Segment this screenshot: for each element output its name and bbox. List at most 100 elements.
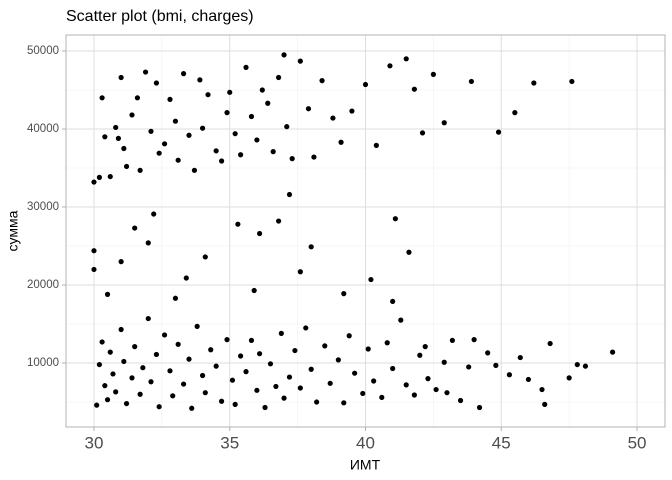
point [531, 80, 537, 86]
point [493, 362, 499, 368]
point [202, 390, 208, 396]
x-tick-label: 30 [85, 433, 104, 452]
point [425, 376, 431, 382]
point [224, 337, 230, 343]
point [341, 291, 347, 297]
point [148, 379, 154, 385]
point [406, 249, 412, 255]
point [289, 156, 295, 162]
point [352, 370, 358, 376]
point [335, 357, 341, 363]
panel-border [65, 34, 666, 428]
point [197, 77, 203, 83]
point [322, 343, 328, 349]
point [542, 401, 548, 407]
point [449, 337, 455, 344]
point [123, 400, 130, 407]
point [254, 137, 260, 143]
point [134, 95, 141, 101]
point [132, 225, 138, 231]
point [175, 157, 181, 163]
point [297, 385, 303, 391]
point [107, 349, 113, 355]
point [341, 400, 347, 406]
point [574, 361, 580, 368]
point [314, 399, 320, 405]
point [172, 118, 179, 124]
point [259, 87, 265, 93]
point [91, 248, 97, 254]
point [213, 363, 219, 369]
point [248, 113, 255, 120]
point [430, 71, 436, 77]
point [419, 130, 426, 136]
point [330, 115, 336, 121]
point [224, 110, 230, 116]
point [153, 351, 160, 358]
point [170, 393, 176, 399]
point [373, 142, 379, 148]
point [495, 129, 502, 135]
point [137, 167, 143, 173]
point [121, 145, 127, 152]
point [254, 387, 260, 393]
point [129, 375, 135, 381]
x-axis-label: ИМТ [350, 457, 381, 473]
point [403, 56, 409, 62]
point [251, 287, 257, 294]
x-tick-label: 35 [220, 433, 239, 452]
point [118, 259, 124, 265]
point [161, 141, 168, 147]
point [121, 358, 127, 365]
point [229, 377, 236, 383]
x-tick-label: 50 [628, 433, 647, 452]
point [286, 374, 293, 380]
point [398, 317, 404, 323]
point [194, 323, 200, 329]
point [161, 332, 168, 338]
point [237, 152, 244, 158]
point [265, 100, 271, 106]
point [186, 356, 192, 362]
point [191, 167, 198, 173]
point [390, 365, 396, 372]
point [156, 150, 162, 156]
point [466, 364, 472, 370]
point [180, 71, 187, 77]
point [371, 378, 377, 384]
point [308, 366, 314, 372]
point [346, 333, 352, 339]
point [257, 351, 263, 357]
point [422, 344, 428, 350]
point [297, 269, 303, 275]
point [308, 244, 314, 250]
point [547, 340, 553, 347]
point [208, 347, 214, 353]
point [91, 266, 97, 273]
point [392, 216, 398, 222]
point [107, 173, 113, 180]
point [175, 341, 181, 347]
point [180, 381, 187, 387]
point [566, 375, 572, 381]
point [102, 383, 108, 389]
point [506, 372, 513, 378]
point [94, 402, 100, 408]
point [384, 340, 390, 346]
point [99, 95, 105, 101]
point [539, 386, 545, 393]
point [327, 380, 333, 386]
point [232, 131, 238, 137]
point [569, 78, 575, 85]
y-axis-label: сумма [5, 210, 21, 251]
x-tick-label: 40 [356, 433, 375, 452]
point [476, 404, 483, 411]
point [118, 74, 124, 81]
point [485, 350, 491, 356]
point [199, 125, 206, 131]
point [243, 64, 249, 70]
point [232, 401, 238, 407]
point [142, 69, 149, 75]
point [311, 154, 317, 160]
point [96, 174, 102, 180]
